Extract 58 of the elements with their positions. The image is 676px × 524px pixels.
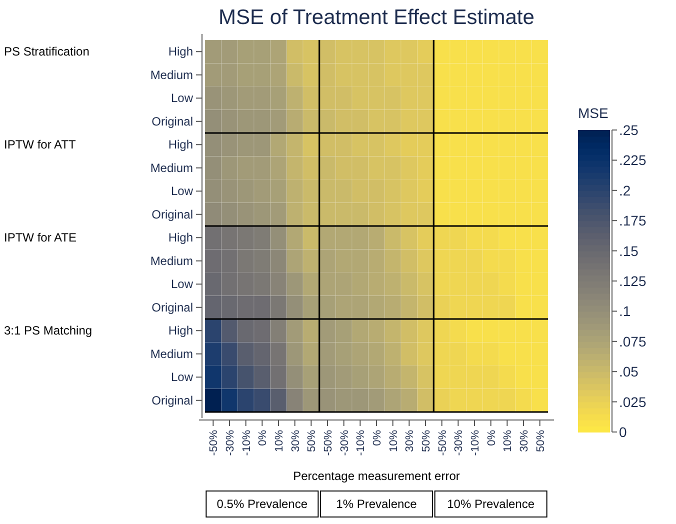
color-bar-label: .05	[619, 364, 639, 380]
x-tick-label: 50%	[306, 430, 318, 452]
y-tick-label: Original	[152, 207, 193, 222]
x-tick-label: 30%	[404, 430, 416, 452]
x-tick-label: -30%	[453, 430, 466, 456]
x-tick-label: 0%	[257, 430, 270, 446]
x-tick-label: -10%	[240, 430, 253, 456]
chart-title: MSE of Treatment Effect Estimate	[218, 6, 534, 29]
text: IPTW for ATE	[4, 230, 76, 245]
y-tick-label: Medium	[150, 68, 193, 82]
text: 1% Prevalence	[336, 497, 418, 511]
color-bar-label: .025	[619, 394, 646, 410]
x-tick-label: 10%	[502, 430, 514, 452]
y-tick-label: High	[168, 324, 193, 338]
color-bar-label: .225	[619, 152, 646, 168]
y-tick-label: Original	[152, 300, 193, 314]
color-bar-label: .1	[619, 303, 631, 320]
x-tick-label: -50%	[436, 430, 449, 456]
text: IPTW for ATT	[4, 138, 76, 152]
color-bar-label: .175	[619, 212, 646, 229]
y-tick-label: Low	[170, 370, 194, 384]
color-bar-label: .15	[619, 242, 639, 259]
y-tick-label: Medium	[150, 346, 193, 361]
x-tick-label: 30%	[290, 430, 302, 452]
x-tick-label: 0%	[486, 430, 498, 446]
x-tick-label: 10%	[274, 430, 286, 452]
color-bar-title: MSE	[578, 105, 608, 121]
x-tick-label: -50%	[208, 430, 220, 456]
text: 3:1 PS Matching	[4, 324, 92, 338]
y-tick-label: High	[168, 44, 193, 59]
y-tick-label: Medium	[150, 254, 193, 268]
y-tick-label: High	[168, 138, 193, 152]
x-tick-label: -30%	[338, 430, 351, 456]
color-bar-label: .25	[619, 122, 639, 138]
x-tick-label: 30%	[518, 430, 530, 452]
x-tick-label: 50%	[420, 430, 432, 452]
x-tick-label: 50%	[534, 430, 547, 452]
text: 10% Prevalence	[447, 497, 535, 511]
x-axis-title: Percentage measurement error	[293, 469, 460, 483]
y-tick-label: High	[168, 230, 193, 245]
y-tick-label: Low	[170, 184, 194, 198]
color-bar-label: .2	[619, 182, 631, 198]
x-tick-label: -10%	[355, 430, 368, 456]
color-bar-label: .075	[619, 333, 646, 350]
x-tick-label: -10%	[470, 430, 482, 456]
x-tick-label: -50%	[322, 430, 334, 456]
color-bar-label: .125	[619, 273, 646, 289]
y-tick-label: Original	[152, 114, 193, 128]
y-tick-label: Medium	[150, 160, 193, 175]
y-tick-label: Low	[170, 91, 194, 106]
y-tick-label: Low	[170, 277, 194, 292]
x-tick-label: 0%	[372, 430, 384, 446]
x-tick-label: 10%	[388, 430, 400, 452]
color-bar-label: 0	[619, 424, 627, 440]
text: PS Stratification	[4, 44, 90, 59]
y-tick-label: Original	[152, 393, 193, 408]
text: 0.5% Prevalence	[216, 497, 308, 511]
x-tick-label: -30%	[224, 430, 236, 456]
